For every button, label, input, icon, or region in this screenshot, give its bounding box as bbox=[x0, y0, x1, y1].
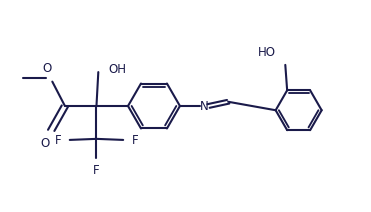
Text: F: F bbox=[55, 134, 61, 148]
Text: OH: OH bbox=[109, 63, 127, 77]
Text: F: F bbox=[93, 164, 100, 177]
Text: HO: HO bbox=[258, 46, 276, 59]
Text: O: O bbox=[43, 62, 52, 75]
Text: F: F bbox=[132, 134, 138, 148]
Text: N: N bbox=[200, 99, 209, 113]
Text: O: O bbox=[40, 137, 49, 150]
